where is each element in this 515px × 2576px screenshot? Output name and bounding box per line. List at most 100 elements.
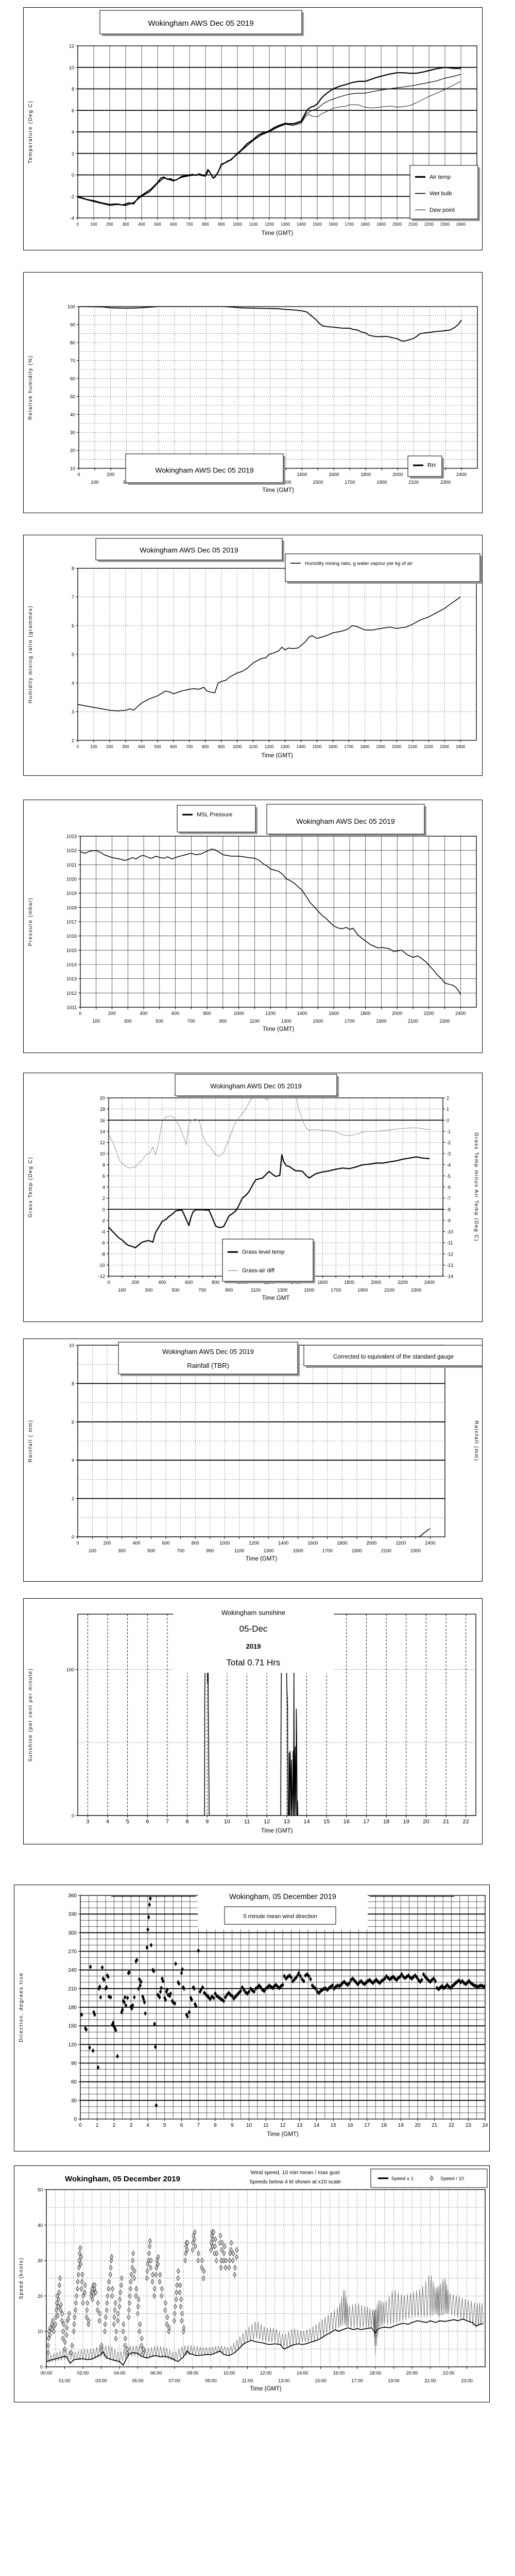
svg-text:30: 30 bbox=[71, 2098, 77, 2104]
svg-text:600: 600 bbox=[170, 222, 177, 227]
svg-text:1900: 1900 bbox=[357, 1287, 368, 1293]
svg-text:1500: 1500 bbox=[293, 1548, 303, 1553]
svg-text:17: 17 bbox=[363, 1819, 369, 1825]
svg-text:7: 7 bbox=[72, 595, 74, 600]
chart-wind-speed: 00:00 02:00 04:00 06:00 08:00 10:00 12:00 14:00… bbox=[14, 2165, 490, 2402]
svg-text:1600: 1600 bbox=[329, 222, 338, 227]
svg-text:2300: 2300 bbox=[440, 744, 449, 749]
svg-text:800: 800 bbox=[202, 744, 209, 749]
svg-text:0: 0 bbox=[77, 744, 79, 749]
svg-text:2400: 2400 bbox=[424, 1280, 435, 1285]
svg-text:1012: 1012 bbox=[66, 991, 77, 996]
svg-text:2100: 2100 bbox=[408, 222, 418, 227]
svg-text:200: 200 bbox=[104, 1540, 111, 1546]
svg-text:-10: -10 bbox=[98, 1263, 105, 1268]
svg-text:1800: 1800 bbox=[360, 472, 371, 477]
svg-text:200: 200 bbox=[107, 472, 114, 477]
svg-text:-8: -8 bbox=[447, 1207, 451, 1212]
svg-text:6: 6 bbox=[180, 2123, 183, 2128]
svg-text:10: 10 bbox=[224, 1819, 230, 1825]
svg-text:Total 0.71 Hrs: Total 0.71 Hrs bbox=[227, 1657, 281, 1667]
svg-text:400: 400 bbox=[158, 1280, 166, 1285]
svg-text:Wet bulb: Wet bulb bbox=[430, 191, 452, 197]
svg-text:Relative humidity (%): Relative humidity (%) bbox=[28, 355, 33, 420]
svg-text:0: 0 bbox=[72, 1814, 74, 1819]
svg-text:1100: 1100 bbox=[250, 1019, 260, 1024]
svg-text:10: 10 bbox=[69, 65, 74, 70]
svg-text:1400: 1400 bbox=[278, 1540, 288, 1546]
svg-text:-6: -6 bbox=[101, 1241, 105, 1246]
svg-text:2100: 2100 bbox=[381, 1548, 391, 1553]
svg-text:700: 700 bbox=[198, 1287, 206, 1293]
svg-text:200: 200 bbox=[131, 1280, 139, 1285]
svg-text:-6: -6 bbox=[447, 1185, 451, 1190]
svg-text:30: 30 bbox=[38, 2258, 43, 2263]
svg-text:2000: 2000 bbox=[392, 1011, 402, 1016]
svg-text:400: 400 bbox=[138, 744, 145, 749]
svg-text:2400: 2400 bbox=[456, 472, 467, 477]
svg-text:24: 24 bbox=[482, 2123, 488, 2128]
svg-text:5 minute mean wind direction: 5 minute mean wind direction bbox=[243, 1913, 317, 1920]
svg-text:1700: 1700 bbox=[322, 1548, 333, 1553]
svg-text:800: 800 bbox=[212, 1280, 219, 1285]
svg-text:1700: 1700 bbox=[345, 1019, 355, 1024]
svg-text:Wokingham, 05 December 2019: Wokingham, 05 December 2019 bbox=[229, 1893, 336, 1901]
svg-text:14: 14 bbox=[314, 2123, 320, 2128]
svg-text:40: 40 bbox=[70, 412, 75, 417]
svg-text:1500: 1500 bbox=[313, 222, 322, 227]
svg-text:0: 0 bbox=[74, 2117, 77, 2123]
svg-text:1400: 1400 bbox=[297, 1011, 307, 1016]
chart-humidity-mixing-ratio: 0 100 200 300 400 500 600 700 800 900 1000 1100 1200… bbox=[23, 535, 483, 776]
svg-text:Time (GMT): Time (GMT) bbox=[267, 2131, 299, 2138]
svg-text:1000: 1000 bbox=[233, 744, 242, 749]
svg-text:2000: 2000 bbox=[371, 1280, 381, 1285]
svg-text:-9: -9 bbox=[447, 1218, 451, 1223]
svg-text:Time (GMT): Time (GMT) bbox=[250, 2386, 282, 2392]
svg-text:400: 400 bbox=[133, 1540, 141, 1546]
svg-text:2000: 2000 bbox=[366, 1540, 376, 1546]
svg-text:Rainfall (mm): Rainfall (mm) bbox=[473, 1421, 479, 1462]
svg-text:-14: -14 bbox=[447, 1274, 453, 1279]
svg-text:1500: 1500 bbox=[313, 480, 323, 485]
svg-text:9: 9 bbox=[205, 1819, 209, 1825]
svg-text:-13: -13 bbox=[447, 1263, 453, 1268]
svg-text:8: 8 bbox=[72, 87, 74, 92]
svg-text:900: 900 bbox=[219, 1019, 227, 1024]
svg-text:19: 19 bbox=[398, 2123, 404, 2128]
svg-text:50: 50 bbox=[38, 2188, 43, 2193]
chart-msl-pressure: 0 200 400 600 800 1000 1200 1400 1600 1800 2000 220… bbox=[23, 800, 483, 1053]
svg-text:2: 2 bbox=[113, 2123, 116, 2128]
svg-text:13: 13 bbox=[297, 2123, 303, 2128]
svg-text:Direction, degrees true: Direction, degrees true bbox=[19, 1972, 24, 2042]
svg-text:4: 4 bbox=[146, 2123, 149, 2128]
svg-text:16:00: 16:00 bbox=[333, 2370, 345, 2376]
svg-text:03:00: 03:00 bbox=[95, 2378, 107, 2383]
svg-text:22: 22 bbox=[463, 1819, 469, 1825]
svg-text:3: 3 bbox=[72, 709, 74, 715]
svg-text:Sunshine (per cent per minute): Sunshine (per cent per minute) bbox=[28, 1668, 33, 1761]
svg-text:2000: 2000 bbox=[392, 472, 403, 477]
svg-text:1700: 1700 bbox=[345, 480, 355, 485]
svg-text:Corrected to equivalent of the: Corrected to equivalent of the standard … bbox=[333, 1354, 454, 1360]
svg-text:23:00: 23:00 bbox=[461, 2378, 473, 2383]
svg-text:22:00: 22:00 bbox=[443, 2370, 455, 2376]
svg-text:2400: 2400 bbox=[456, 222, 466, 227]
svg-text:1300: 1300 bbox=[277, 1287, 287, 1293]
svg-text:1015: 1015 bbox=[66, 948, 77, 953]
svg-text:6: 6 bbox=[72, 623, 74, 629]
svg-text:05:00: 05:00 bbox=[132, 2378, 144, 2383]
svg-text:8: 8 bbox=[72, 1381, 74, 1386]
svg-text:-2: -2 bbox=[70, 194, 74, 199]
svg-text:1019: 1019 bbox=[66, 891, 77, 896]
svg-text:2400: 2400 bbox=[456, 744, 465, 749]
svg-text:18: 18 bbox=[100, 1107, 105, 1112]
svg-text:600: 600 bbox=[170, 744, 177, 749]
svg-text:Pressure (mbar): Pressure (mbar) bbox=[28, 897, 33, 946]
svg-text:300: 300 bbox=[124, 1019, 132, 1024]
chart-sunshine: 3 4 5 6 7 8 9 10 11 12 13 14 15 16 17 18 19 20 21 22 Time (G… bbox=[23, 1598, 483, 1844]
svg-text:19:00: 19:00 bbox=[388, 2378, 400, 2383]
svg-text:1300: 1300 bbox=[281, 222, 290, 227]
svg-text:1900: 1900 bbox=[376, 222, 386, 227]
svg-text:6: 6 bbox=[72, 1419, 74, 1425]
svg-text:Grass Temp minus Air Temp (Deg: Grass Temp minus Air Temp (Deg C) bbox=[473, 1132, 479, 1242]
